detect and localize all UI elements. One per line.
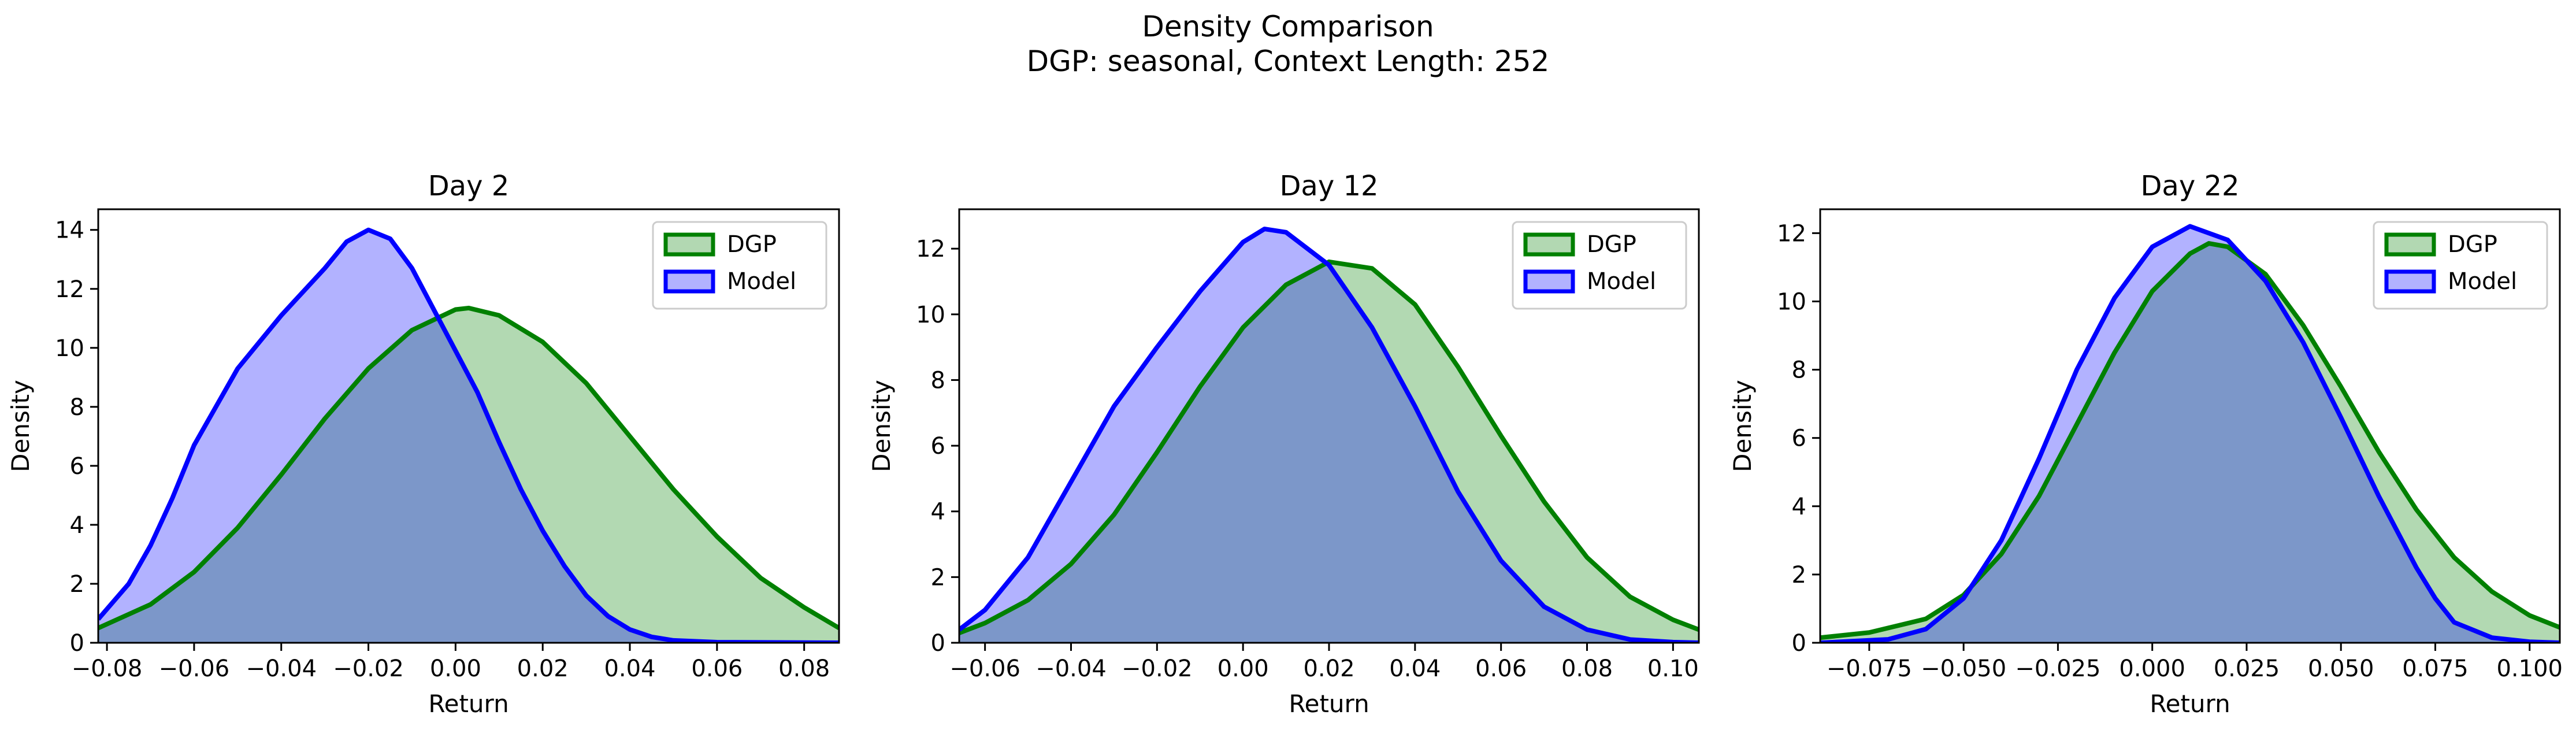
y-tick-label: 8 <box>931 367 945 394</box>
legend: DGP Model <box>2373 221 2548 310</box>
y-tick-label: 4 <box>1792 494 1806 520</box>
y-tick-label: 8 <box>1792 357 1806 384</box>
y-tick-label: 12 <box>916 236 945 262</box>
legend-model-label: Model <box>1587 268 1656 295</box>
y-tick-label: 0 <box>70 630 84 657</box>
y-tick-label: 4 <box>70 512 84 539</box>
x-tick-label: 0.02 <box>517 655 569 682</box>
x-tick-label: 0.050 <box>2308 655 2374 682</box>
legend-dgp-swatch <box>2384 232 2436 257</box>
model-density-fill <box>98 229 839 643</box>
axes-frame <box>1819 208 2561 644</box>
y-axis-label: Density <box>867 380 896 472</box>
x-tick-label: −0.06 <box>159 655 230 682</box>
x-tick-label: 0.08 <box>1561 655 1613 682</box>
y-axis-label: Density <box>1728 380 1757 472</box>
x-tick-label: 0.00 <box>430 655 481 682</box>
y-tick-label: 6 <box>70 453 84 480</box>
x-axis-label: Return <box>2150 690 2230 718</box>
y-tick-label: 2 <box>1792 562 1806 588</box>
y-tick-label: 10 <box>55 335 84 362</box>
x-axis-label: Return <box>428 690 508 718</box>
x-tick-label: −0.04 <box>246 655 317 682</box>
legend-dgp-label: DGP <box>2448 231 2497 258</box>
x-tick-label: 0.04 <box>1389 655 1441 682</box>
legend-model-swatch <box>1523 269 1575 294</box>
y-tick-label: 2 <box>931 564 945 591</box>
y-tick-label: 2 <box>70 571 84 598</box>
panel-title: Day 12 <box>1279 170 1378 202</box>
x-tick-label: −0.08 <box>72 655 143 682</box>
legend-model-swatch <box>2384 269 2436 294</box>
legend: DGP Model <box>652 221 827 310</box>
plot-area <box>959 227 1699 643</box>
model-density-line <box>1820 224 2560 643</box>
figure-suptitle: Density Comparison DGP: seasonal, Contex… <box>0 9 2576 79</box>
x-tick-label: −0.025 <box>2015 655 2100 682</box>
legend: DGP Model <box>1512 221 1687 310</box>
x-tick-label: 0.04 <box>604 655 655 682</box>
y-axis-label: Density <box>6 380 35 472</box>
plot-area <box>98 227 839 643</box>
dgp-density-fill <box>959 261 1699 643</box>
legend-dgp-swatch <box>663 232 715 257</box>
x-tick-label: 0.025 <box>2214 655 2280 682</box>
model-density-line <box>959 227 1699 643</box>
x-tick-label: 0.000 <box>2119 655 2185 682</box>
axes-frame <box>97 208 840 644</box>
x-tick-label: 0.06 <box>691 655 743 682</box>
y-tick-label: 14 <box>55 217 84 244</box>
legend-model-label: Model <box>727 268 796 295</box>
panel-title: Day 22 <box>2140 170 2239 202</box>
dgp-density-fill <box>1820 243 2560 643</box>
x-tick-label: 0.06 <box>1475 655 1527 682</box>
x-axis-label: Return <box>1289 690 1369 718</box>
plot-area <box>1820 224 2560 643</box>
y-tick-label: 6 <box>1792 425 1806 452</box>
y-tick-label: 8 <box>70 394 84 421</box>
x-tick-label: 0.08 <box>778 655 830 682</box>
suptitle-line-1: Density Comparison <box>1142 10 1434 43</box>
dgp-density-line <box>959 259 1699 635</box>
y-tick-label: 0 <box>931 630 945 657</box>
legend-model-swatch <box>663 269 715 294</box>
x-tick-label: 0.075 <box>2402 655 2469 682</box>
x-tick-label: 0.10 <box>1647 655 1699 682</box>
x-tick-label: −0.075 <box>1827 655 1912 682</box>
chart-panel-3: −0.075 −0.050 −0.025 0.000 0.025 0.050 0.075 0.… <box>1728 170 2563 718</box>
x-tick-label: 0.02 <box>1303 655 1354 682</box>
dgp-density-fill <box>98 308 839 643</box>
x-tick-label: −0.04 <box>1035 655 1107 682</box>
x-tick-label: −0.02 <box>1122 655 1193 682</box>
y-tick-label: 6 <box>931 433 945 460</box>
chart-panel-1: −0.08 −0.06 −0.04 −0.02 0.00 0.02 0.04 0.06 0.08… <box>6 170 840 718</box>
legend-dgp-label: DGP <box>727 231 777 258</box>
y-tick-label: 0 <box>1792 630 1806 657</box>
y-tick-label: 12 <box>55 276 84 303</box>
model-density-fill <box>1820 226 2560 643</box>
suptitle-line-2: DGP: seasonal, Context Length: 252 <box>1026 45 1550 78</box>
y-tick-label: 10 <box>916 302 945 328</box>
legend-dgp-label: DGP <box>1587 231 1636 258</box>
x-tick-label: −0.06 <box>949 655 1020 682</box>
x-tick-label: 0.00 <box>1218 655 1269 682</box>
chart-panel-2: −0.06 −0.04 −0.02 0.00 0.02 0.04 0.06 0.08 0.10 0… <box>867 170 1700 718</box>
y-tick-label: 12 <box>1777 220 1806 247</box>
x-tick-label: −0.02 <box>333 655 404 682</box>
panel-title: Day 2 <box>428 170 510 202</box>
model-density-line <box>98 227 839 643</box>
y-tick-label: 10 <box>1777 288 1806 315</box>
legend-model-label: Model <box>2448 268 2517 295</box>
legend-dgp-swatch <box>1523 232 1575 257</box>
dgp-density-line <box>98 305 839 631</box>
model-density-fill <box>959 229 1699 643</box>
x-tick-label: 0.100 <box>2496 655 2563 682</box>
y-tick-label: 4 <box>931 499 945 525</box>
x-tick-label: −0.050 <box>1921 655 2006 682</box>
